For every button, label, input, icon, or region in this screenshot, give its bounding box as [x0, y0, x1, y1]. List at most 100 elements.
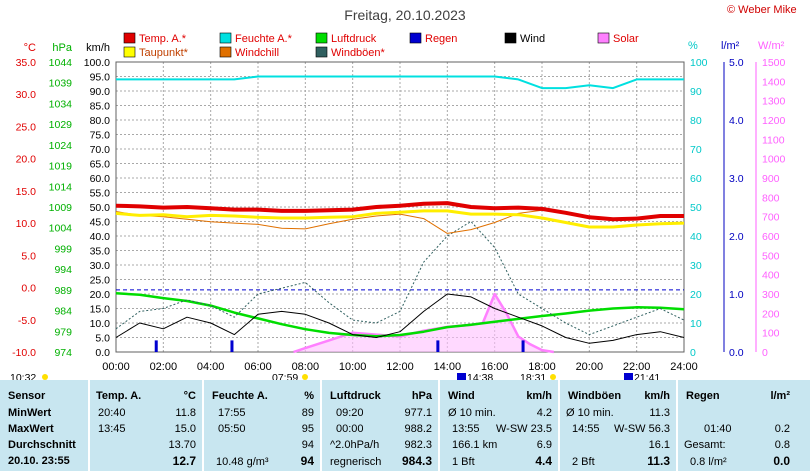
label-sensor: Sensor [8, 390, 46, 402]
right-axis-tick: 40 [690, 231, 702, 243]
right-axis-tick: 0 [762, 347, 768, 359]
series-line-temp-a [115, 201, 684, 222]
right-axis-tick: 400 [762, 270, 780, 282]
right-axis-tick: 1000 [762, 154, 786, 166]
pressure-max-time: 00:00 [336, 423, 364, 435]
legend-swatch [597, 32, 610, 44]
right-axis-tick: 700 [762, 212, 780, 224]
temp-unit: °C [183, 390, 196, 402]
right-axis-tick: 1200 [762, 115, 786, 127]
right-axis-tick: 10 [690, 318, 702, 330]
legend-label: Temp. A.* [139, 33, 187, 45]
right-axis-tick: 1400 [762, 76, 786, 88]
x-axis-tick: 08:00 [292, 361, 320, 373]
sunset-time: 18:31 [520, 372, 546, 380]
left-axis-tick: 20.0 [16, 154, 37, 166]
gust-r1-value: 11.3 [649, 407, 670, 419]
temp-avg: 13.70 [168, 439, 196, 451]
humid-header: Feuchte A. [212, 390, 268, 402]
right-axis-tick: 600 [762, 231, 780, 243]
gust-r2-value: 56.3 [648, 423, 670, 435]
chart-title: Freitag, 20.10.2023 [344, 7, 466, 23]
x-axis-tick: 22:00 [623, 361, 651, 373]
legend-label: Luftdruck [331, 33, 377, 45]
table-col-gust: Windböen km/h Ø 10 min. 11.3 14:55 W-SW … [560, 380, 678, 471]
x-axis-tick: 14:00 [434, 361, 462, 373]
left-axis-tick: 45.0 [90, 217, 111, 229]
left-axis-tick: 15.0 [90, 304, 111, 316]
left-axis-tick: 974 [54, 347, 72, 359]
rain-bar [436, 340, 440, 352]
wind-r3-value: 6.9 [536, 439, 552, 451]
right-axis-tick: 1.0 [729, 289, 744, 301]
label-current: 20.10. 23:55 [8, 455, 70, 467]
humid-current: 94 [300, 454, 314, 468]
sunrise-dot-icon [302, 374, 308, 380]
wind-r1-value: 4.2 [536, 407, 552, 419]
right-axis-tick: 1500 [762, 57, 786, 69]
gust-r3-value: 16.1 [648, 439, 670, 451]
temp-header: Temp. A. [96, 390, 142, 402]
pressure-header: Luftdruck [330, 390, 381, 402]
x-axis-tick: 00:00 [102, 361, 130, 373]
label-max: MaxWert [8, 423, 54, 435]
right-axis-tick: 4.0 [729, 115, 744, 127]
right-axis-tick: 90 [690, 86, 702, 98]
rain-r4-label: 0.8 l/m² [690, 456, 727, 468]
left-axis-unit: hPa [52, 42, 72, 54]
legend-swatch [315, 46, 328, 58]
legend-swatch [123, 46, 136, 58]
label-min: MinWert [8, 407, 52, 419]
wind-r2-value: 23.5 [530, 423, 552, 435]
left-axis-tick: 65.0 [90, 159, 111, 171]
watermark: © Weber Mike [727, 4, 797, 16]
left-axis-tick: 20.0 [90, 289, 111, 301]
wind-r4-label: 1 Bft [452, 456, 475, 468]
rain-r3-label: Gesamt: [684, 439, 726, 451]
right-axis-unit: % [688, 40, 698, 52]
temp-min-time: 20:40 [98, 407, 126, 419]
rain-bar [154, 340, 158, 352]
humid-abs: 10.48 g/m³ [216, 456, 269, 468]
left-axis-tick: 999 [54, 243, 72, 255]
right-axis-unit: l/m² [721, 40, 740, 52]
right-axis-tick: 100 [762, 328, 780, 340]
right-axis-tick: 900 [762, 173, 780, 185]
left-axis-tick: 1024 [49, 140, 73, 152]
left-axis-tick: 5.0 [95, 333, 110, 345]
left-axis-tick: 1029 [49, 119, 73, 131]
right-axis-tick: 0 [690, 347, 696, 359]
legend-swatch [219, 32, 232, 44]
left-axis-tick: 984 [54, 306, 72, 318]
x-axis-tick: 18:00 [528, 361, 556, 373]
left-axis-tick: 25.0 [16, 121, 37, 133]
right-axis-tick: 100 [690, 57, 708, 69]
rain-bar [230, 340, 234, 352]
rain-header: Regen [686, 390, 720, 402]
right-axis-tick: 30 [690, 260, 702, 272]
left-axis-tick: 60.0 [90, 173, 111, 185]
rain-r2-value: 0.2 [774, 423, 790, 435]
legend-label: Feuchte A.* [235, 33, 293, 45]
pressure-max: 988.2 [404, 423, 432, 435]
sun-dot-icon [42, 374, 48, 380]
event-t1-time: 14:38 [467, 372, 493, 380]
right-axis-tick: 800 [762, 192, 780, 204]
x-axis-tick: 06:00 [244, 361, 272, 373]
rain-current: 0.0 [773, 454, 790, 468]
humid-max-time: 05:50 [218, 423, 246, 435]
right-axis-tick: 1300 [762, 96, 786, 108]
gust-r1-label: Ø 10 min. [566, 407, 614, 419]
legend-swatch [123, 32, 136, 44]
legend-label: Wind [520, 33, 545, 45]
x-axis-tick: 02:00 [150, 361, 178, 373]
table-col-pressure: Luftdruck hPa 09:20 977.1 00:00 988.2 ^2… [322, 380, 440, 471]
wind-r1-label: Ø 10 min. [448, 407, 496, 419]
temp-min: 11.8 [175, 407, 196, 419]
right-axis-tick: 2.0 [729, 231, 744, 243]
left-axis-tick: 989 [54, 285, 72, 297]
left-axis-tick: 994 [54, 264, 72, 276]
left-axis-tick: 979 [54, 326, 72, 338]
humid-avg: 94 [301, 439, 314, 451]
